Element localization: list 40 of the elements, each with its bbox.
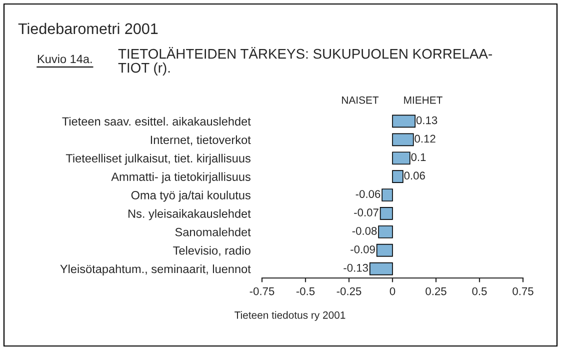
y-tick-label: Ammatti- ja tietokirjallisuus xyxy=(111,172,250,184)
y-tick-label: Internet, tietoverkot xyxy=(150,135,251,146)
x-tick-label: -0.5 xyxy=(296,287,315,296)
data-label: -0.09 xyxy=(350,245,375,254)
bar xyxy=(380,207,393,220)
x-tick-label: 0.75 xyxy=(512,287,534,296)
y-tick-label: Ns. yleisaikakauslehdet xyxy=(128,209,251,220)
bar xyxy=(376,244,393,257)
y-tick-label: Yleisötapahtum., seminaarit, luennot xyxy=(60,264,251,276)
data-label: -0.06 xyxy=(356,190,380,198)
text: NAISET xyxy=(342,96,379,104)
x-tick-label: 0.25 xyxy=(426,287,446,296)
bar xyxy=(369,262,393,276)
text: Tieteen tiedotus ry 2001 xyxy=(234,311,346,321)
data-label: -0.13 xyxy=(344,264,368,272)
y-tick-label: Tieteelliset julkaisut, tiet. kirjallisuus xyxy=(66,154,250,165)
data-label: 0.06 xyxy=(404,172,425,180)
data-label: -0.08 xyxy=(352,227,377,235)
x-tick-label: 0.5 xyxy=(472,287,487,296)
x-tick-label: 0 xyxy=(390,287,396,296)
y-tick-label: Televisio, radio xyxy=(173,246,250,256)
y-tick-label: Sanomalehdet xyxy=(175,228,251,236)
bar xyxy=(392,152,410,165)
bar xyxy=(392,170,404,183)
data-label: 0.12 xyxy=(414,134,436,143)
bar xyxy=(378,225,393,238)
data-label: 0.1 xyxy=(411,153,426,162)
chart-subtitle: TIETOLÄHTEIDEN TÄRKEYS: SUKUPUOLEN KORRELAA- TIOT (r). xyxy=(118,46,492,76)
x-tick-label: -0.25 xyxy=(336,287,362,296)
bar xyxy=(392,114,416,128)
data-label: -0.07 xyxy=(354,208,378,216)
y-tick-label: Tieteen saav. esittel. aikakauslehdet xyxy=(62,116,251,126)
bar xyxy=(382,188,393,202)
text: Tiedebarometri 2001 xyxy=(18,22,158,34)
y-tick-label: Oma työ ja/tai koulutus xyxy=(131,190,250,202)
text: MIEHET xyxy=(404,96,442,104)
x-tick-label: -0.75 xyxy=(250,287,274,296)
data-label: 0.13 xyxy=(416,116,438,124)
bar xyxy=(392,133,414,146)
text: Kuvio 14a. xyxy=(38,54,92,64)
